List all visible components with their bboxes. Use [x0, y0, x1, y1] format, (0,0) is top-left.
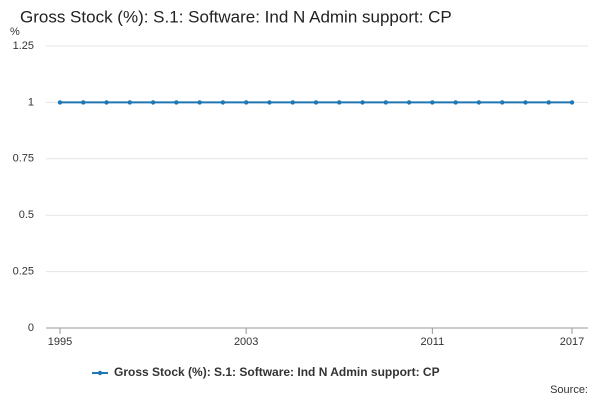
- x-tick-label: 1995: [48, 336, 72, 348]
- point: [406, 100, 412, 105]
- point: [383, 100, 389, 105]
- point: [150, 100, 156, 105]
- chart-title: Gross Stock (%): S.1: Software: Ind N Ad…: [20, 7, 452, 26]
- point: [290, 100, 295, 105]
- point: [476, 100, 482, 105]
- point: [337, 100, 342, 105]
- point: [430, 100, 435, 105]
- y-tick-label: 0.5: [19, 209, 34, 221]
- legend-marker: [97, 370, 103, 376]
- point: [569, 100, 575, 105]
- point: [220, 100, 226, 105]
- x-tick-label: 2017: [560, 336, 584, 348]
- point: [174, 100, 179, 105]
- y-tick-label: 1.25: [13, 40, 34, 52]
- point: [104, 100, 109, 105]
- point: [546, 100, 551, 105]
- x-tick-label: 2011: [421, 336, 445, 348]
- point: [499, 100, 505, 105]
- point: [453, 100, 458, 105]
- y-axis-label: %: [10, 26, 20, 38]
- point: [81, 100, 86, 105]
- point: [197, 100, 202, 105]
- point: [57, 100, 63, 105]
- point: [243, 100, 249, 105]
- point: [313, 100, 319, 105]
- x-tick-label: 2003: [234, 336, 258, 348]
- y-tick-label: 0.25: [13, 266, 34, 278]
- source: Source:: [550, 384, 588, 396]
- y-tick-label: 0.75: [13, 153, 34, 165]
- point: [523, 100, 528, 105]
- point: [360, 100, 365, 105]
- legend-label: Gross Stock (%): S.1: Software: Ind N Ad…: [114, 365, 440, 379]
- point: [127, 100, 133, 105]
- point: [267, 100, 272, 105]
- y-tick-label: 1: [28, 96, 34, 108]
- y-tick-label: 0: [28, 322, 34, 334]
